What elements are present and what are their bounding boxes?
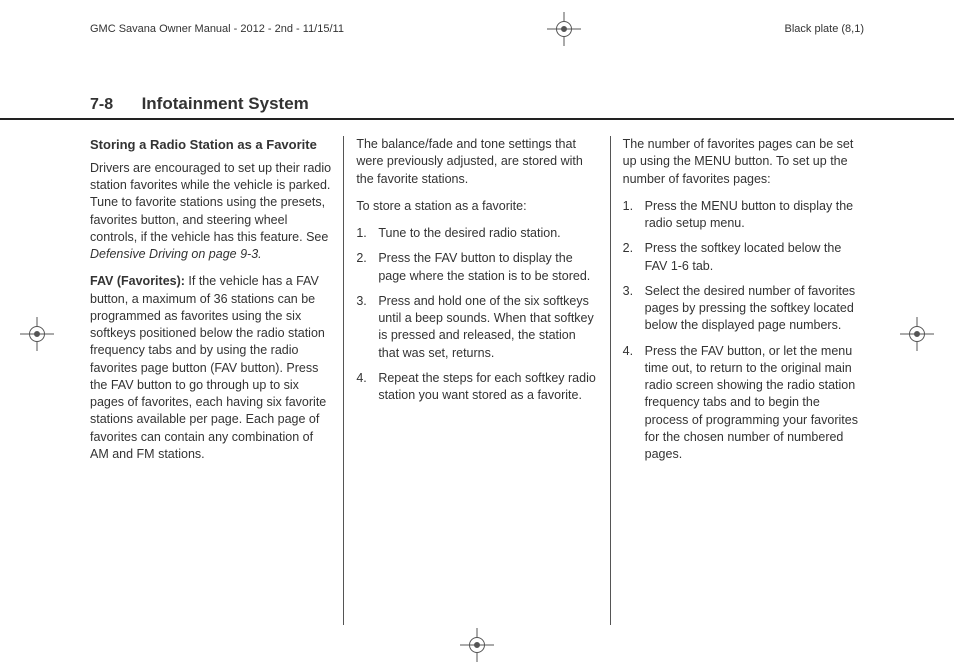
registration-mark-left — [20, 317, 54, 351]
list-item: Tune to the desired radio station. — [356, 225, 597, 242]
page-title-row: 7-8 Infotainment System — [0, 94, 954, 120]
col3-para-1: The number of favorites pages can be set… — [623, 136, 864, 188]
list-item: Press the FAV button to display the page… — [356, 250, 597, 285]
registration-mark-top — [547, 12, 581, 46]
header-left: GMC Savana Owner Manual - 2012 - 2nd - 1… — [90, 23, 344, 35]
list-item: Repeat the steps for each softkey radio … — [356, 370, 597, 405]
col1-p2-text: If the vehicle has a FAV button, a maxim… — [90, 274, 326, 461]
column-2: The balance/fade and tone settings that … — [343, 136, 609, 625]
page-number: 7-8 — [90, 96, 113, 113]
column-1: Storing a Radio Station as a Favorite Dr… — [90, 136, 343, 625]
col1-p1-reference: Defensive Driving on page 9-3. — [90, 247, 262, 261]
list-item: Press the FAV button, or let the menu ti… — [623, 343, 864, 464]
list-item: Select the desired number of favorites p… — [623, 283, 864, 335]
list-item: Press and hold one of the six softkeys u… — [356, 293, 597, 362]
registration-mark-right — [900, 317, 934, 351]
registration-mark-bottom — [460, 628, 494, 662]
list-item: Press the softkey located below the FAV … — [623, 240, 864, 275]
column-3: The number of favorites pages can be set… — [610, 136, 864, 625]
col1-para-2: FAV (Favorites): If the vehicle has a FA… — [90, 273, 331, 463]
col1-runin-label: FAV (Favorites): — [90, 274, 185, 288]
col2-para-1: The balance/fade and tone settings that … — [356, 136, 597, 188]
col3-steps: Press the MENU button to display the rad… — [623, 198, 864, 464]
chapter-title: Infotainment System — [142, 94, 309, 113]
list-item: Press the MENU button to display the rad… — [623, 198, 864, 233]
col1-subheading: Storing a Radio Station as a Favorite — [90, 136, 331, 154]
col2-steps: Tune to the desired radio station. Press… — [356, 225, 597, 404]
content-columns: Storing a Radio Station as a Favorite Dr… — [0, 120, 954, 625]
header-right: Black plate (8,1) — [785, 23, 864, 35]
col2-lead: To store a station as a favorite: — [356, 198, 597, 215]
col1-p1-text: Drivers are encouraged to set up their r… — [90, 161, 331, 244]
col1-para-1: Drivers are encouraged to set up their r… — [90, 160, 331, 264]
